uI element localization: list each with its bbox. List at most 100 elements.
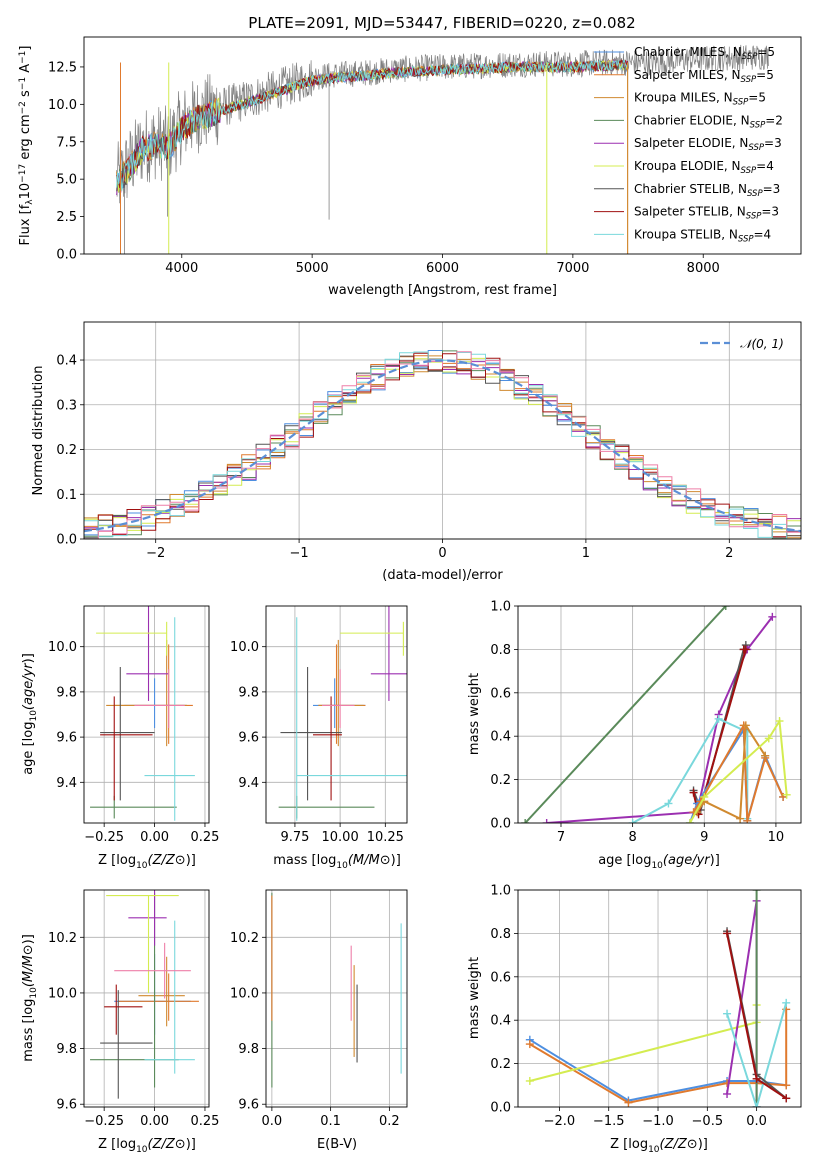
y-tick-label: 0.2 (490, 773, 511, 788)
x-axis-label: wavelength [Angstrom, rest frame] (328, 283, 557, 298)
plot-area (278, 606, 407, 821)
y-tick-label: 9.8 (238, 1042, 259, 1057)
x-tick-label: 5000 (296, 261, 329, 276)
plot-area (116, 44, 769, 254)
errorbar-point-salpeter-stelib (100, 696, 153, 801)
plot-area (521, 606, 791, 823)
y-tick-label: 0.0 (56, 533, 77, 548)
errorbar-point-pink (134, 669, 185, 729)
axes-frame (517, 889, 802, 1108)
y-tick-label: 0.6 (490, 970, 511, 985)
plot-area (90, 606, 195, 821)
panel-age-vs-Z: −0.25 0.00 0.25 9.4 9.6 9.8 10.0 Z [log10(Z/Z⊙)… (21, 605, 219, 871)
x-axis-label: mass [log10(M/M⊙)] (273, 853, 401, 871)
y-tick-label: 0.0 (56, 248, 77, 263)
series-kroupa-stelib (723, 998, 791, 1107)
y-tick-label: 0.4 (490, 1014, 511, 1029)
x-tick-label: 9.75 (280, 830, 309, 845)
y-axis-label: mass [log10(M/M⊙)] (21, 934, 39, 1062)
y-tick-label: 0.2 (490, 1057, 511, 1072)
x-tick-label: 10 (768, 830, 785, 845)
errorbar-point-kroupa-stelib (296, 617, 407, 821)
errorbar-point-kroupa-stelib (144, 920, 195, 1074)
data-spectrum (116, 44, 769, 204)
y-tick-label: 10.0 (230, 986, 259, 1001)
y-tick-label: 9.4 (238, 776, 259, 791)
plot-area (84, 350, 801, 539)
y-tick-label: 10.0 (230, 640, 259, 655)
model-spectrum-kroupa-stelib (116, 59, 629, 191)
y-tick-label: 1.0 (490, 884, 511, 899)
legend-label: Kroupa ELODIE, NSSP=4 (634, 159, 774, 176)
y-tick-label: 0.0 (490, 817, 511, 832)
errorbar-point-chabrier-miles (114, 953, 191, 1035)
errorbar-point-pink (322, 669, 355, 729)
x-tick-label: −0.25 (84, 1114, 124, 1129)
panel-mass-vs-Z: −0.25 0.00 0.25 9.6 9.8 10.0 10.2 Z [log10(Z/Z⊙… (21, 889, 219, 1155)
errorbar-point-pink (114, 942, 191, 999)
legend-label: Chabrier ELODIE, NSSP=2 (634, 113, 783, 130)
y-tick-label: 9.6 (238, 731, 259, 746)
x-tick-label: 1 (582, 546, 590, 561)
y-tick-label: 10.0 (48, 640, 77, 655)
errorbar-point-salpeter-stelib (313, 696, 342, 801)
errorbar-point-chabrier-miles (124, 678, 187, 729)
x-axis-label: age [log10(age/yr)] (598, 853, 720, 871)
y-tick-label: 0.4 (56, 354, 77, 369)
figure-title: PLATE=2091, MJD=53447, FIBERID=0220, z=0… (248, 14, 635, 32)
x-tick-label: 4000 (165, 261, 198, 276)
y-tick-label: 5.0 (56, 173, 77, 188)
plot-area (525, 890, 791, 1107)
errorbar-point-kroupa-miles (318, 639, 364, 747)
panel-mass-weight-vs-age: 7 8 9 10 0.0 0.2 0.4 0.6 0.8 1.0 age [log10(age/yr… (467, 600, 802, 871)
x-tick-label: 0.00 (140, 1114, 169, 1129)
x-tick-label: 2 (725, 546, 733, 561)
x-axis-label: (data-model)/error (382, 568, 503, 583)
axes-frame (517, 605, 802, 824)
y-tick-label: 10.2 (230, 931, 259, 946)
x-tick-label: 7 (557, 830, 565, 845)
y-tick-label: 9.8 (56, 685, 77, 700)
y-tick-label: 10.2 (48, 931, 77, 946)
errorbar-point-salpeter-miles (118, 973, 199, 1021)
errorbar-point-kroupa-elodie (96, 621, 168, 656)
y-tick-label: 0.8 (490, 643, 511, 658)
x-tick-label: −0.25 (84, 830, 124, 845)
legend-label: Salpeter MILES, NSSP=5 (634, 68, 774, 85)
series-line (524, 606, 727, 823)
axes-frame (83, 36, 802, 255)
axes-frame (83, 605, 210, 824)
y-tick-label: 7.5 (56, 135, 77, 150)
y-axis-label: mass weight (467, 957, 482, 1039)
x-tick-label: 7000 (556, 261, 589, 276)
errorbar-point-chabrier-stelib (100, 667, 155, 801)
errorbar-point-chabrier-miles (313, 678, 366, 729)
y-tick-label: 9.4 (56, 776, 77, 791)
series-salpeter-stelib (723, 929, 791, 1103)
panel-spectrum: 4000 5000 6000 7000 8000 0.0 2.5 5.0 7.5 10.0 12.5… (18, 36, 802, 298)
series-kroupa-elodie (685, 717, 791, 823)
axes-frame (265, 889, 408, 1108)
panel-age-vs-mass: 9.75 10.00 10.25 9.4 9.6 9.8 10.0 mass [log10(M… (230, 605, 408, 871)
series-chabrier-elodie (521, 606, 730, 823)
x-tick-label: 6000 (426, 261, 459, 276)
series-line (726, 1002, 788, 1107)
x-tick-label: 0.1 (320, 1114, 341, 1129)
y-tick-label: 1.0 (490, 600, 511, 615)
x-axis-label: Z [log10(Z/Z⊙)] (610, 1137, 708, 1155)
errorbar-point-salpeter-stelib (104, 984, 143, 1035)
legend-label: 𝒩(0, 1) (740, 337, 784, 351)
plot-area (271, 892, 402, 1088)
y-tick-label: 0.4 (490, 730, 511, 745)
x-axis-label: Z [log10(Z/Z⊙)] (98, 853, 196, 871)
plot-area (90, 890, 199, 1099)
legend-label: Chabrier STELIB, NSSP=3 (634, 182, 780, 199)
x-tick-label: 10.00 (322, 830, 359, 845)
x-tick-label: −1 (290, 546, 309, 561)
y-tick-label: 12.5 (48, 60, 77, 75)
y-axis-label: Flux [fλ10−17 erg cm−2 s−1 A−1] (18, 46, 35, 246)
x-tick-label: −0.5 (692, 1114, 724, 1129)
x-tick-label: −1.5 (593, 1114, 625, 1129)
errorbar-point-chabrier-elodie (90, 795, 177, 819)
